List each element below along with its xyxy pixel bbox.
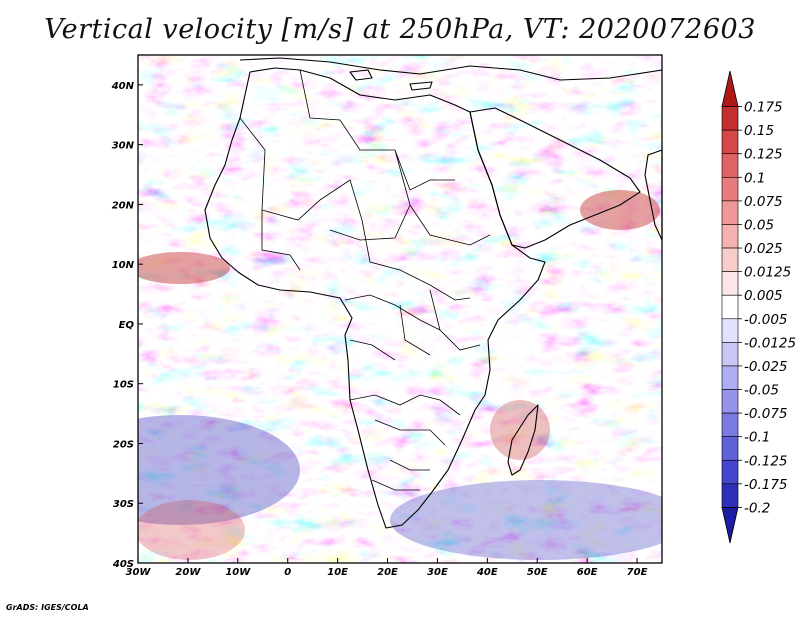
lon-tick-label: 60E bbox=[577, 567, 598, 578]
arabian-sea-updraft bbox=[580, 190, 660, 230]
colorbar-swatch bbox=[721, 247, 739, 272]
lon-tick-label: 10E bbox=[327, 567, 348, 578]
madagascar-coastline bbox=[507, 404, 539, 476]
colorbar-swatch bbox=[721, 342, 739, 367]
arabia-coastline bbox=[469, 107, 641, 249]
colorbar-label: -0.075 bbox=[744, 406, 788, 422]
border-lines-south bbox=[349, 394, 461, 491]
southeast-downdraft bbox=[390, 480, 662, 560]
lon-tick-label: 0 bbox=[284, 567, 291, 578]
colorbar: 0.175 0.15 0.125 0.1 0.075 0.05 0.025 0.0125 0.0… bbox=[721, 70, 796, 544]
colorbar-swatch bbox=[721, 200, 739, 225]
colorbar-swatch bbox=[721, 483, 739, 508]
colorbar-swatch bbox=[721, 507, 739, 544]
velocity-noise-field bbox=[138, 55, 662, 563]
velocity-field bbox=[138, 55, 662, 563]
colorbar-label: 0.125 bbox=[744, 147, 783, 163]
colorbar-swatch bbox=[721, 294, 739, 320]
colorbar-label: 0.175 bbox=[744, 100, 783, 116]
colorbar-label: 0.15 bbox=[744, 123, 774, 139]
colorbar-label: 0.05 bbox=[744, 217, 774, 233]
lat-tick-label: 20S bbox=[113, 439, 134, 450]
madagascar-updraft bbox=[490, 400, 550, 460]
lon-tick-label: 20W bbox=[175, 567, 201, 578]
lon-tick-label: 30W bbox=[126, 567, 152, 578]
colorbar-swatch bbox=[721, 389, 739, 414]
credit-text: GrADS: IGES/COLA bbox=[6, 603, 89, 612]
map-frame bbox=[137, 54, 663, 564]
colorbar-swatch bbox=[721, 318, 739, 343]
country-borders bbox=[239, 69, 491, 491]
colorbar-label: -0.025 bbox=[744, 359, 788, 375]
lat-tick-label: 10S bbox=[113, 380, 134, 391]
colorbar-swatch bbox=[721, 271, 739, 296]
plot-title: Vertical velocity [m/s] at 250hPa, VT: 2… bbox=[44, 14, 756, 45]
colorbar-label: 0.1 bbox=[744, 170, 765, 186]
west-african-updraft bbox=[138, 252, 230, 284]
colorbar-label: -0.1 bbox=[744, 430, 770, 446]
colorbar-swatch bbox=[721, 153, 739, 178]
lat-axis: 40N 30N 20N 10N EQ 10S 20S 30S 40S bbox=[111, 81, 143, 570]
colorbar-label: -0.2 bbox=[744, 500, 770, 516]
lat-tick-label: 10N bbox=[112, 260, 135, 271]
lon-tick-label: 40E bbox=[476, 567, 498, 578]
lat-tick-label: 40N bbox=[111, 81, 135, 92]
colorbar-label: 0.025 bbox=[744, 241, 783, 257]
lat-tick-label: 20N bbox=[112, 200, 135, 211]
colorbar-label: -0.0125 bbox=[744, 335, 796, 351]
lon-tick-label: 70E bbox=[627, 567, 648, 578]
southwest-updraft bbox=[138, 500, 245, 560]
southern-ocean-downdraft bbox=[138, 415, 300, 525]
colorbar-swatch bbox=[721, 177, 739, 202]
border-lines-north bbox=[239, 69, 491, 271]
colorbar-label: -0.05 bbox=[744, 383, 779, 399]
europe-coastline bbox=[239, 57, 663, 81]
colorbar-label: -0.005 bbox=[744, 312, 788, 328]
colorbar-swatch bbox=[721, 436, 739, 461]
colorbar-swatch bbox=[721, 412, 739, 437]
lon-axis: 30W 20W 10W 0 10E 20E 30E 40E 50E 60E 70E bbox=[126, 558, 648, 578]
lon-tick-label: 10W bbox=[225, 567, 251, 578]
colorbar-swatch bbox=[721, 106, 739, 131]
colorbar-label: 0.005 bbox=[744, 288, 783, 304]
colorbar-swatch bbox=[721, 70, 739, 107]
lat-tick-label: 40S bbox=[112, 559, 134, 570]
colorbar-swatch bbox=[721, 459, 739, 485]
colorbar-label: 0.075 bbox=[744, 194, 783, 210]
colorbar-swatch bbox=[721, 365, 739, 390]
colorbar-swatch bbox=[721, 129, 739, 155]
colorbar-label: 0.0125 bbox=[744, 265, 791, 281]
lon-tick-label: 50E bbox=[527, 567, 548, 578]
lat-tick-label: 30S bbox=[113, 499, 134, 510]
lat-tick-label: 30N bbox=[112, 141, 135, 152]
lat-tick-label: EQ bbox=[119, 320, 135, 331]
colorbar-label: -0.175 bbox=[744, 477, 788, 493]
colorbar-swatch bbox=[721, 224, 739, 249]
lon-tick-label: 20E bbox=[377, 567, 398, 578]
colorbar-label: -0.125 bbox=[744, 453, 788, 469]
map-area: 30W 20W 10W 0 10E 20E 30E 40E 50E 60E 70E 40N 30N 20… bbox=[111, 54, 663, 578]
mediterranean-islands bbox=[349, 69, 433, 91]
lon-tick-label: 30E bbox=[427, 567, 448, 578]
border-lines-central bbox=[344, 219, 481, 361]
